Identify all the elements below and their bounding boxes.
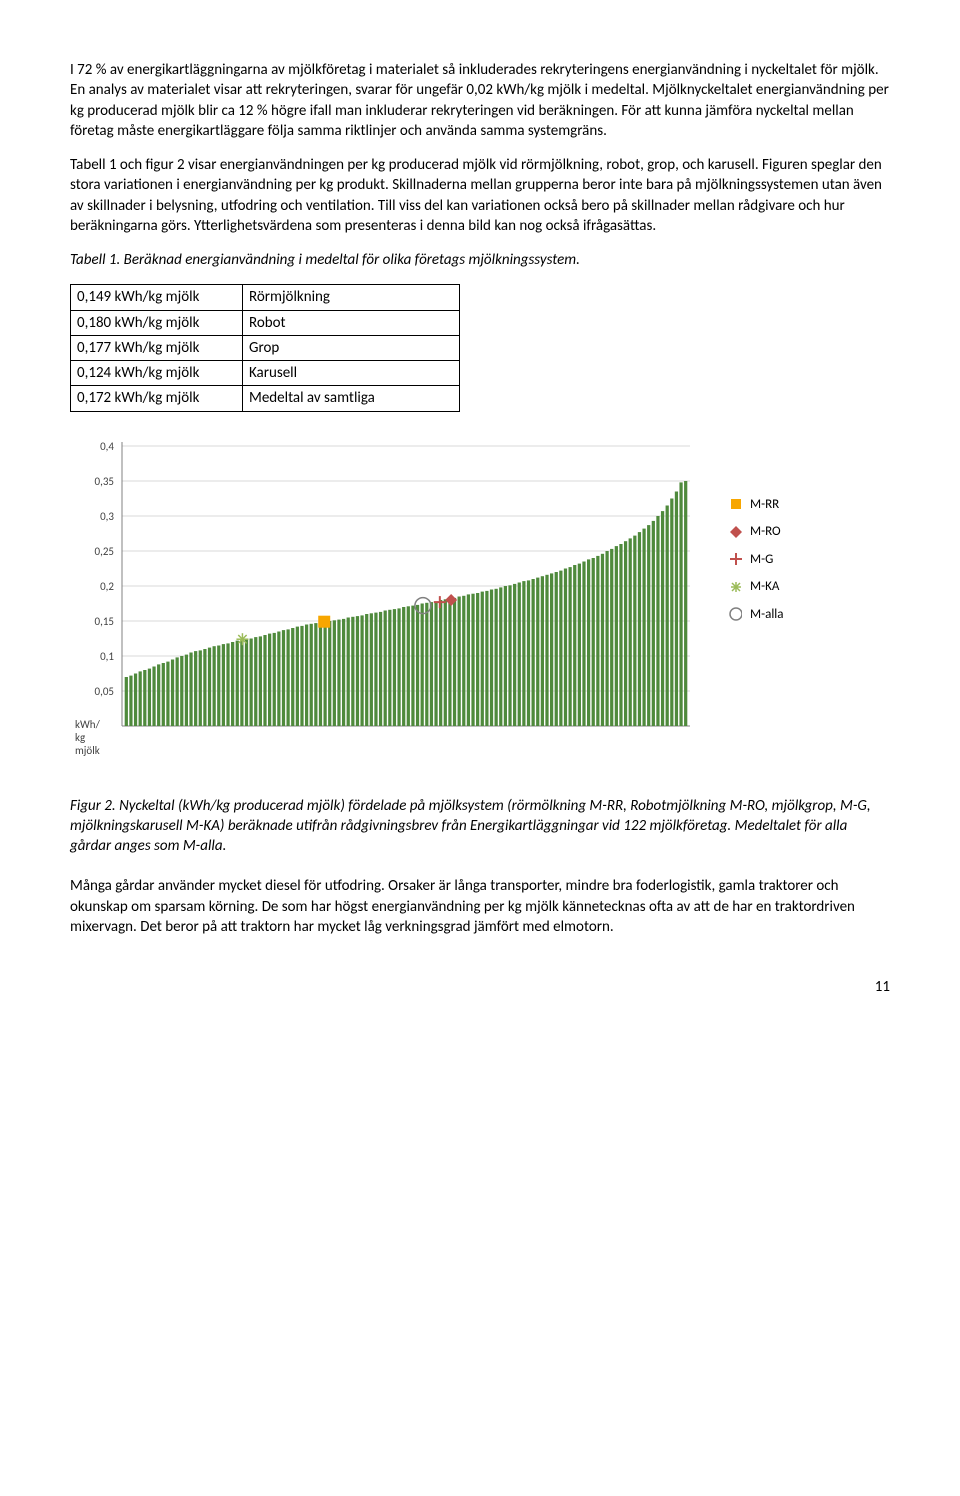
svg-text:mjölk: mjölk [75, 744, 100, 757]
energy-chart: 0,4 0,35 0,3 0,25 0,2 0,15 0,1 0,05 kWh/kgmjölk [70, 436, 710, 766]
table-row: 0,180 kWh/kg mjölkRobot [71, 310, 460, 335]
chart-legend: M-RR M-RO M-G M-KA M-alla [728, 486, 784, 634]
table-row: 0,124 kWh/kg mjölkKarusell [71, 361, 460, 386]
table-row: 0,172 kWh/kg mjölkMedeltal av samtliga [71, 386, 460, 411]
diamond-icon [728, 525, 742, 539]
svg-text:0,3: 0,3 [100, 510, 114, 523]
legend-item: M-G [728, 551, 784, 569]
svg-text:0,1: 0,1 [100, 650, 114, 663]
svg-text:0,2: 0,2 [100, 580, 114, 593]
plus-icon [728, 552, 742, 566]
svg-text:0,25: 0,25 [95, 545, 114, 558]
page-number: 11 [70, 977, 890, 997]
legend-item: M-RO [728, 523, 784, 541]
square-icon [728, 497, 742, 511]
legend-label: M-G [750, 551, 773, 569]
svg-text:kg: kg [75, 731, 85, 744]
table-caption: Tabell 1. Beräknad energianvändning i me… [70, 250, 890, 270]
paragraph: I 72 % av energikartläggningarna av mjöl… [70, 60, 890, 141]
svg-text:0,05: 0,05 [95, 685, 114, 698]
svg-text:0,35: 0,35 [95, 475, 114, 488]
legend-label: M-KA [750, 578, 779, 596]
ring-icon [728, 607, 742, 621]
legend-label: M-RR [750, 496, 779, 514]
table-row: 0,149 kWh/kg mjölkRörmjölkning [71, 285, 460, 310]
energy-table: 0,149 kWh/kg mjölkRörmjölkning 0,180 kWh… [70, 284, 460, 411]
table-row: 0,177 kWh/kg mjölkGrop [71, 335, 460, 360]
paragraph: Många gårdar använder mycket diesel för … [70, 876, 890, 937]
svg-text:kWh/: kWh/ [75, 718, 101, 731]
chart-area: 0,40,350,30,250,20,150,10,05kWh/kgmjölk … [70, 436, 890, 766]
legend-item: M-RR [728, 496, 784, 514]
legend-label: M-alla [750, 606, 784, 624]
svg-text:0,4: 0,4 [100, 440, 114, 453]
svg-text:0,15: 0,15 [95, 615, 114, 628]
legend-item: M-KA [728, 578, 784, 596]
legend-item: M-alla [728, 606, 784, 624]
asterisk-icon [728, 580, 742, 594]
paragraph: Tabell 1 och figur 2 visar energianvändn… [70, 155, 890, 236]
legend-label: M-RO [750, 523, 781, 541]
figure-caption: Figur 2. Nyckeltal (kWh/kg producerad mj… [70, 796, 890, 857]
